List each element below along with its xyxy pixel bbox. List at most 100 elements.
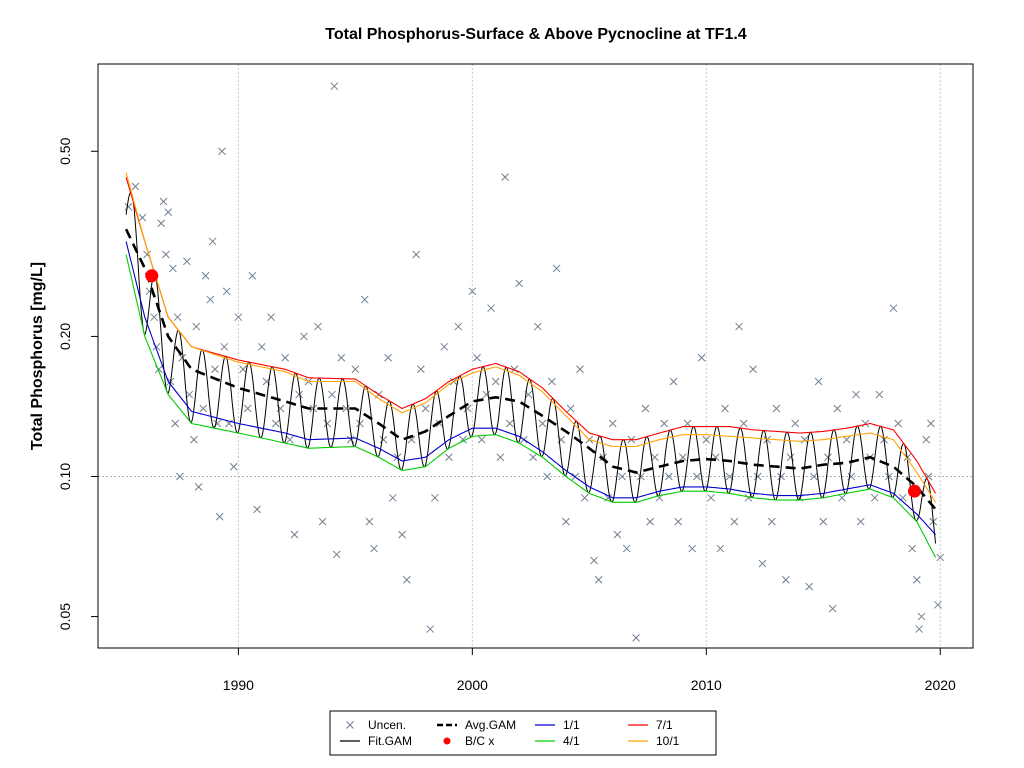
uncen-point — [842, 435, 851, 444]
uncen-point — [243, 404, 252, 413]
uncen-point — [650, 453, 659, 462]
uncen-point — [641, 404, 650, 413]
uncen-point — [398, 530, 406, 539]
x-tick-label: 2000 — [457, 677, 488, 693]
uncen-point — [608, 419, 617, 428]
uncen-point — [332, 550, 341, 559]
legend-label: Uncen. — [368, 718, 406, 732]
uncen-point — [548, 377, 556, 386]
y-tick-label: 0.50 — [57, 137, 73, 164]
uncen-point — [351, 365, 360, 374]
uncen-point — [814, 377, 823, 386]
legend-item: 4/1 — [535, 734, 580, 748]
chart-title: Total Phosphorus-Surface & Above Pycnocl… — [325, 26, 747, 43]
uncen-point — [791, 419, 800, 428]
uncen-point — [365, 517, 374, 526]
uncen-point — [328, 390, 336, 399]
uncen-point — [173, 313, 182, 322]
uncen-point — [824, 453, 832, 462]
uncen-point — [660, 419, 669, 428]
x-tick-label: 2020 — [925, 677, 956, 693]
uncen-point — [697, 353, 706, 362]
uncen-point — [735, 322, 743, 331]
legend-item: 10/1 — [628, 734, 680, 748]
y-axis: 0.05 0.10 0.20 0.50 — [57, 137, 98, 630]
uncen-point — [781, 575, 790, 584]
uncen-point — [220, 342, 229, 351]
uncen-point — [884, 472, 893, 481]
uncen-point — [721, 404, 729, 413]
x-tick-label: 2010 — [691, 677, 722, 693]
uncen-point — [164, 208, 173, 216]
uncen-point — [159, 197, 168, 206]
uncen-point — [295, 390, 304, 399]
uncen-point — [161, 250, 170, 259]
y-tick-label: 0.20 — [57, 323, 73, 350]
uncen-point — [510, 365, 519, 374]
uncen-point — [199, 404, 208, 413]
y-axis-label: Total Phosphorus [mg/L] — [29, 262, 46, 450]
uncen-point — [314, 322, 322, 331]
legend: Uncen. Avg.GAM 1/1 7/1 Fit.GAM B/C x 4/1 10/1 — [329, 710, 717, 756]
uncen-point — [922, 435, 931, 444]
uncen-point — [852, 390, 860, 399]
uncen-point — [805, 582, 814, 591]
uncen-point — [379, 435, 388, 444]
uncen-point — [739, 419, 748, 428]
uncen-point — [171, 419, 180, 428]
legend-item: Avg.GAM — [437, 718, 516, 732]
uncen-point — [679, 453, 687, 462]
legend-label: 7/1 — [656, 718, 673, 732]
uncen-point — [529, 453, 538, 462]
uncen-point — [215, 512, 224, 521]
uncen-point — [936, 553, 945, 562]
uncen-point — [337, 353, 346, 362]
uncen-point — [323, 419, 332, 428]
plot-frame — [97, 63, 974, 649]
uncen-point — [828, 604, 837, 613]
uncen-point — [674, 517, 683, 526]
uncen-point — [384, 353, 392, 362]
uncen-point — [618, 472, 626, 481]
uncen-point — [183, 257, 191, 266]
series-line-1-1 — [125, 241, 936, 535]
uncen-point — [772, 404, 781, 413]
uncen-point — [505, 419, 514, 428]
series-line-10-1 — [125, 172, 937, 503]
bc-points — [145, 269, 922, 498]
uncen-point — [388, 493, 397, 502]
uncen-point — [669, 377, 678, 386]
uncen-point — [491, 377, 500, 386]
legend-label: 4/1 — [563, 734, 580, 748]
legend-item: 1/1 — [535, 718, 580, 732]
uncen-point — [665, 472, 673, 481]
legend-box — [329, 710, 717, 756]
uncen-point — [800, 435, 809, 444]
uncen-point — [206, 295, 215, 304]
uncen-point — [889, 304, 898, 313]
uncen-point — [688, 544, 697, 553]
uncen-point — [875, 390, 884, 399]
uncen-point — [898, 493, 907, 502]
uncen-point — [190, 435, 198, 444]
uncen-point — [208, 237, 217, 246]
uncen-point — [454, 322, 463, 331]
uncen-point — [201, 271, 210, 280]
uncen-point — [473, 353, 481, 362]
uncen-point — [257, 342, 266, 351]
uncen-point — [150, 313, 159, 322]
uncen-point — [445, 453, 453, 462]
bc-point — [908, 484, 922, 498]
uncen-point — [370, 544, 378, 553]
uncen-point — [281, 353, 290, 362]
uncen-point — [707, 493, 715, 502]
legend-label: Avg.GAM — [465, 718, 516, 732]
uncen-point — [730, 517, 739, 526]
uncen-point — [915, 625, 924, 633]
uncen-point — [622, 544, 631, 553]
uncen-point — [477, 435, 486, 444]
series-line-avg-gam — [124, 228, 937, 511]
uncen-point — [861, 419, 870, 428]
legend-label: 10/1 — [656, 734, 680, 748]
uncen-point — [870, 493, 879, 502]
